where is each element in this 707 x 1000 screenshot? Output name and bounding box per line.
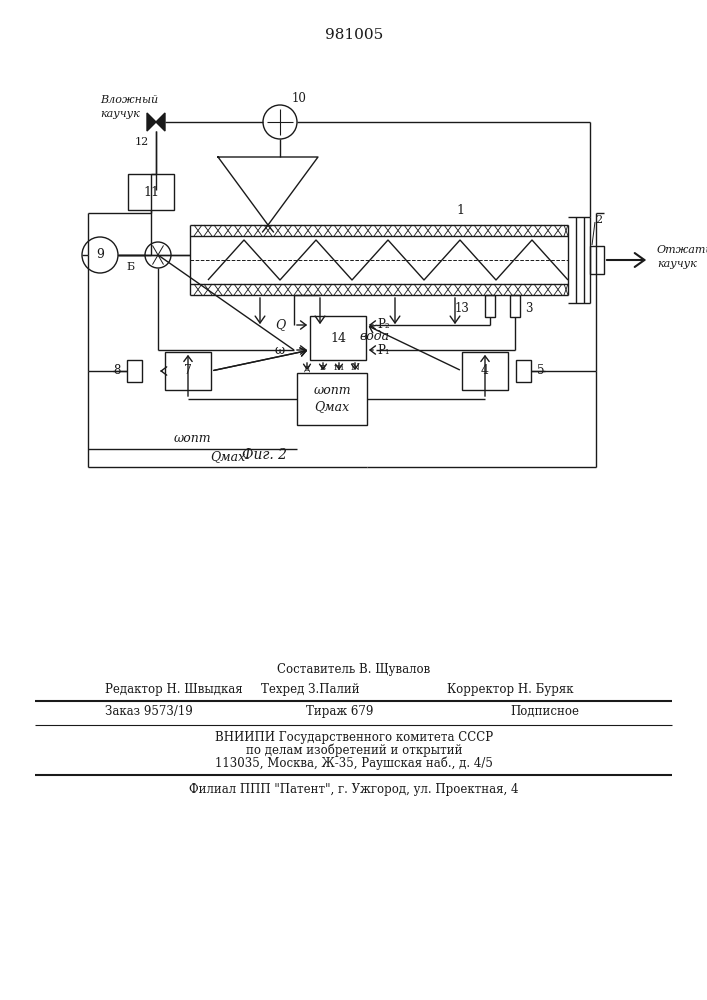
Text: Редактор Н. Швыдкая: Редактор Н. Швыдкая	[105, 682, 243, 696]
Text: Подписное: Подписное	[510, 704, 580, 718]
Text: Отжатый: Отжатый	[657, 245, 707, 255]
Text: ωопт: ωопт	[174, 432, 211, 446]
Bar	[165, 352, 211, 390]
Text: Филиал ППП "Патент", г. Ужгород, ул. Проектная, 4: Филиал ППП "Патент", г. Ужгород, ул. Про…	[189, 782, 519, 796]
Text: 9: 9	[96, 248, 104, 261]
Text: вода: вода	[360, 330, 390, 344]
Text: Техред З.Палий: Техред З.Палий	[261, 682, 359, 696]
Text: 12: 12	[135, 137, 149, 147]
Text: 981005: 981005	[325, 28, 383, 42]
Text: Составитель В. Щувалов: Составитель В. Щувалов	[277, 662, 431, 676]
Bar	[127, 360, 142, 382]
Text: 13: 13	[455, 302, 470, 316]
Text: по делам изобретений и открытий: по делам изобретений и открытий	[246, 743, 462, 757]
Text: 3: 3	[525, 302, 532, 316]
Bar	[485, 295, 495, 317]
Bar	[462, 352, 508, 390]
Text: 7: 7	[184, 364, 192, 377]
Text: в: в	[320, 363, 326, 372]
Text: 14: 14	[330, 332, 346, 344]
Text: P₂: P₂	[378, 318, 390, 332]
Text: 1: 1	[456, 205, 464, 218]
Text: Фиг. 2: Фиг. 2	[243, 448, 288, 462]
Text: каучук: каучук	[100, 109, 140, 119]
Bar	[297, 373, 367, 425]
Text: Qмах: Qмах	[315, 400, 349, 414]
Bar	[510, 295, 520, 317]
Text: Тираж 679: Тираж 679	[306, 704, 374, 718]
Text: ω: ω	[275, 344, 285, 357]
Text: ВНИИПИ Государственного комитета СССР: ВНИИПИ Государственного комитета СССР	[215, 730, 493, 744]
Text: Заказ 9573/19: Заказ 9573/19	[105, 704, 193, 718]
Text: Q: Q	[275, 318, 285, 332]
Text: каучук: каучук	[657, 259, 697, 269]
Text: Вложный: Вложный	[100, 95, 158, 105]
Text: 2: 2	[595, 215, 602, 225]
Text: Qмах: Qмах	[210, 450, 245, 464]
Text: P₁: P₁	[378, 344, 390, 357]
Bar	[590, 246, 604, 274]
Bar	[310, 316, 366, 360]
Text: Б: Б	[126, 262, 134, 272]
Text: 113035, Москва, Ж-35, Раушская наб., д. 4/5: 113035, Москва, Ж-35, Раушская наб., д. …	[215, 756, 493, 770]
Text: 10: 10	[292, 93, 307, 105]
Text: Корректор Н. Буряк: Корректор Н. Буряк	[447, 682, 573, 696]
Text: 11: 11	[143, 186, 159, 198]
Text: д: д	[304, 363, 310, 372]
Text: m: m	[334, 363, 344, 372]
Text: N: N	[351, 363, 360, 372]
Text: 4: 4	[481, 364, 489, 377]
Text: 5: 5	[537, 364, 545, 377]
Bar	[128, 174, 174, 210]
Text: 8: 8	[113, 364, 121, 377]
Polygon shape	[147, 113, 165, 131]
Text: ωопт: ωопт	[313, 384, 351, 397]
Bar	[516, 360, 531, 382]
